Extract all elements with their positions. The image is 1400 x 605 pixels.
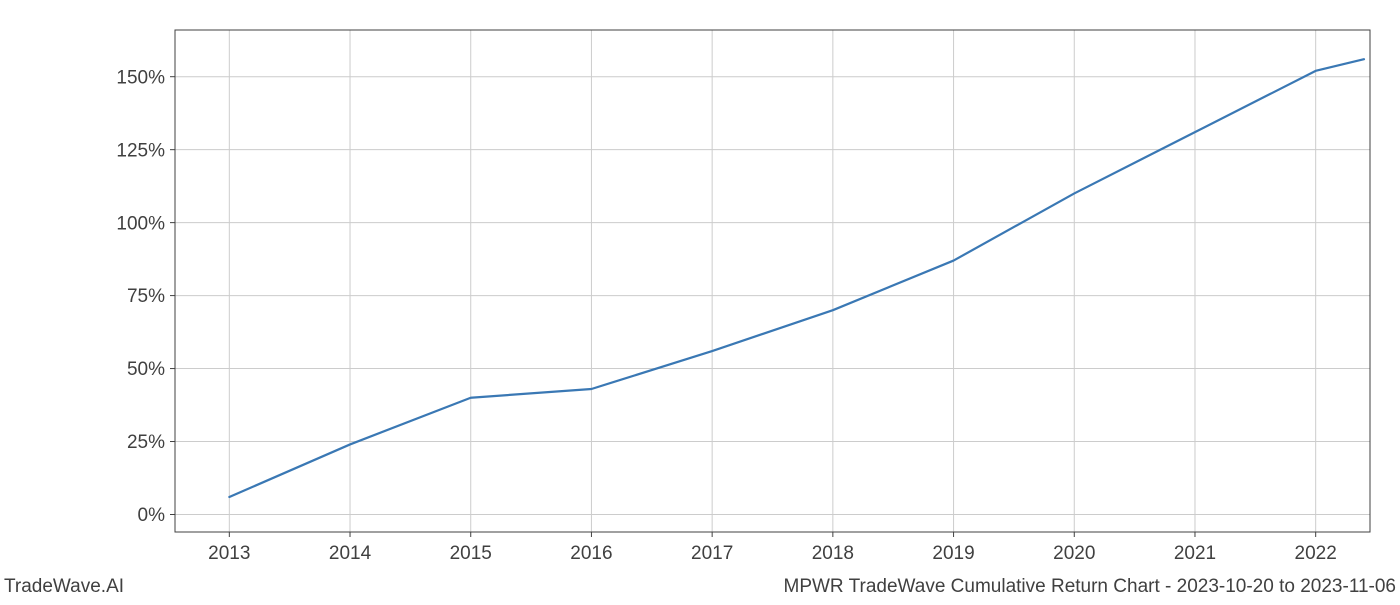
line-chart: 2013 2014 2015 2016 2017 2018 2019 2020 2021 2022…	[0, 0, 1400, 600]
y-tick-label: 0%	[138, 505, 166, 526]
x-tick-label: 2018	[812, 543, 854, 564]
y-tick-label: 150%	[116, 67, 165, 88]
y-tick-label: 50%	[127, 359, 165, 380]
y-tick-label: 75%	[127, 286, 165, 307]
x-tick-label: 2022	[1295, 543, 1337, 564]
y-tick-label: 125%	[116, 140, 165, 161]
x-tick-label: 2013	[208, 543, 250, 564]
x-tick-label: 2014	[329, 543, 372, 564]
x-tick-label: 2021	[1174, 543, 1216, 564]
x-tick-label: 2017	[691, 543, 733, 564]
x-tick-label: 2016	[570, 543, 612, 564]
x-tick-label: 2019	[932, 543, 974, 564]
y-tick-label: 100%	[116, 213, 165, 234]
footer-left-text: TradeWave.AI	[4, 576, 124, 598]
x-tick-label: 2015	[450, 543, 492, 564]
footer-right-text: MPWR TradeWave Cumulative Return Chart -…	[784, 576, 1397, 598]
x-tick-label: 2020	[1053, 543, 1095, 564]
chart-container: 2013 2014 2015 2016 2017 2018 2019 2020 2021 2022…	[0, 0, 1400, 600]
y-tick-label: 25%	[127, 432, 165, 453]
